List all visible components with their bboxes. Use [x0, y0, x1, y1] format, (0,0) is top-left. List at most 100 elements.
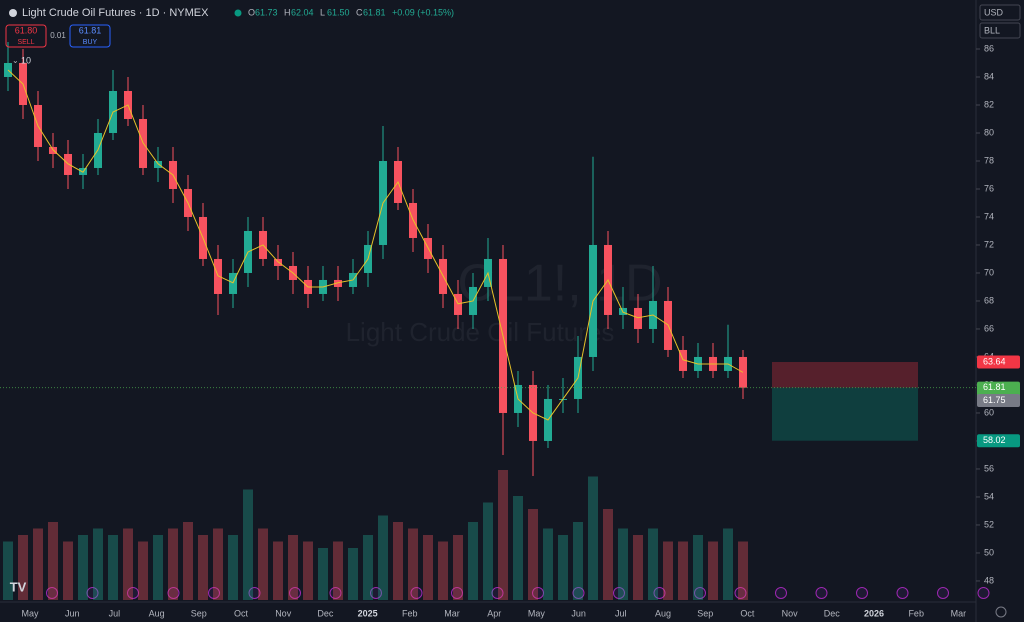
event-icon[interactable]	[977, 587, 990, 599]
buy-button[interactable]	[69, 24, 111, 48]
event-icon[interactable]	[208, 587, 220, 599]
volume-bar	[333, 541, 343, 600]
event-icon[interactable]	[86, 587, 99, 599]
y-tick-label: 82	[984, 99, 994, 109]
volume-bar	[393, 522, 403, 600]
x-tick-label: May	[528, 608, 546, 618]
y-tick-label: 84	[984, 71, 994, 81]
volume-bar	[348, 548, 358, 600]
x-tick-label: Nov	[782, 608, 799, 618]
event-icon[interactable]	[572, 587, 585, 599]
y-tick-label: 76	[984, 183, 994, 193]
sell-button[interactable]	[5, 24, 47, 48]
volume-bar	[18, 535, 28, 600]
y-tick-label: 50	[984, 547, 994, 557]
volume-bar	[108, 535, 118, 600]
volume-bar	[438, 541, 448, 600]
event-icon[interactable]	[167, 587, 180, 599]
volume-bar	[738, 541, 748, 600]
event-icon[interactable]	[289, 587, 301, 599]
volume-bar	[153, 535, 163, 600]
ohlc-value: 62.04	[291, 7, 314, 17]
volume-bar	[498, 470, 508, 600]
event-icon[interactable]	[491, 587, 504, 599]
candle-body	[214, 258, 222, 294]
event-icon[interactable]	[734, 587, 747, 599]
price-tag-label: 58.02	[983, 435, 1006, 445]
x-tick-label: Aug	[655, 608, 671, 618]
y-tick-label: 54	[984, 491, 994, 501]
ohlc-legend: O 61.73 H 62.04 L 61.50 C 61.81 +0.09 (+0.15%)	[248, 7, 454, 17]
volume-bar	[228, 535, 238, 600]
volume-bar	[318, 548, 328, 600]
volume-bar	[723, 528, 733, 600]
x-tick-label: Jul	[615, 608, 627, 618]
y-tick-label: 70	[984, 267, 994, 277]
x-tick-label: 2026	[864, 608, 884, 618]
x-tick-label: Apr	[487, 608, 501, 618]
symbol-icon	[9, 9, 17, 17]
event-icon[interactable]	[856, 587, 868, 599]
y-tick-label: 68	[984, 295, 994, 305]
event-icon[interactable]	[775, 587, 787, 599]
event-icon[interactable]	[410, 587, 423, 599]
volume-bar	[573, 522, 583, 600]
volume-bar	[198, 535, 208, 600]
volume-bar	[303, 541, 313, 600]
candle-body	[49, 146, 57, 154]
event-icon[interactable]	[896, 587, 909, 599]
event-icon[interactable]	[370, 587, 382, 599]
y-tick-label: 66	[984, 323, 994, 333]
volume-bar	[33, 528, 43, 600]
event-icon[interactable]	[127, 587, 139, 599]
buy-label: BUY	[83, 39, 98, 46]
collapse-arrow[interactable]: ⌄	[12, 56, 19, 65]
event-icon[interactable]	[46, 587, 58, 599]
volume-bar	[273, 541, 283, 600]
event-icon[interactable]	[532, 587, 544, 599]
spread: 0.01	[50, 31, 66, 40]
candle-body	[634, 307, 642, 329]
unit-button[interactable]	[979, 22, 1021, 39]
event-icon[interactable]	[329, 587, 342, 599]
price-tag	[977, 434, 1020, 448]
event-icon[interactable]	[937, 587, 949, 599]
buy-price: 61.81	[79, 25, 102, 35]
y-tick-label: 86	[984, 43, 994, 53]
currency-button[interactable]	[979, 4, 1021, 21]
event-icon[interactable]	[653, 587, 666, 599]
plot	[0, 41, 990, 600]
volume-bar	[408, 528, 418, 600]
event-icon[interactable]	[815, 587, 828, 599]
x-tick-label: Feb	[908, 608, 924, 618]
sell-label: SELL	[17, 39, 34, 46]
event-icon[interactable]	[248, 587, 261, 599]
volume-bar	[363, 535, 373, 600]
y-tick-label: 60	[984, 407, 994, 417]
volume-bar	[3, 541, 13, 600]
x-tick-label: Nov	[275, 608, 292, 618]
x-tick-label: 2025	[358, 608, 378, 618]
currency: USD	[984, 7, 1004, 17]
event-icon[interactable]	[694, 587, 706, 599]
x-tick-label: Dec	[317, 608, 334, 618]
volume-bar	[48, 522, 58, 600]
moving-average	[7, 69, 744, 421]
event-icon[interactable]	[451, 587, 463, 599]
y-tick-label: 48	[984, 575, 994, 585]
volume-bar	[528, 509, 538, 600]
volume-bar	[708, 541, 718, 600]
ohlc-change: +0.09 (+0.15%)	[392, 7, 454, 17]
x-tick-label: Jun	[571, 608, 586, 618]
logo[interactable]: TV	[10, 579, 27, 594]
indicator-length[interactable]: 10	[21, 55, 31, 65]
x-tick-label: Sep	[697, 608, 713, 618]
x-tick-label: Oct	[740, 608, 755, 618]
volume-bar	[663, 541, 673, 600]
settings-icon[interactable]	[995, 606, 1007, 618]
symbol-title[interactable]: Light Crude Oil Futures · 1D · NYMEX	[22, 7, 209, 19]
event-icon[interactable]	[613, 587, 625, 599]
